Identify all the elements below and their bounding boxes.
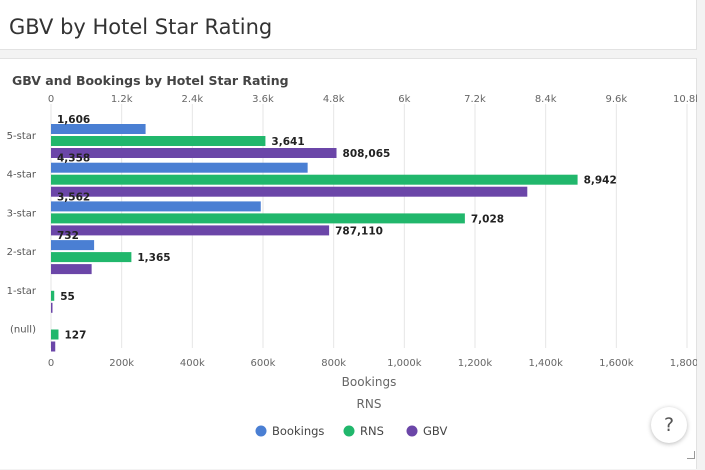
legend-marker <box>406 425 418 437</box>
bar-gbv <box>51 148 337 158</box>
category-label: 1-star <box>7 286 37 297</box>
header-card: GBV by Hotel Star Rating <box>0 0 697 50</box>
bar-bookings <box>51 201 261 212</box>
category-label: 2-star <box>7 247 37 258</box>
bar-rns <box>51 136 266 146</box>
resize-handle-icon[interactable] <box>687 451 695 459</box>
axis-title: RNS <box>357 397 382 411</box>
bar-gbv <box>51 341 56 352</box>
legend-label: GBV <box>423 424 447 438</box>
bar-gbv <box>51 302 53 313</box>
bottom-axis-tick-label: 1,200k <box>458 358 493 369</box>
data-label: 1,606 <box>57 114 90 126</box>
bottom-axis-tick-label: 0 <box>48 358 54 369</box>
category-label: 5-star <box>7 131 37 142</box>
bar-bookings <box>51 240 95 251</box>
data-label: 8,942 <box>584 175 617 187</box>
data-label: 4,358 <box>57 153 90 165</box>
data-label: 55 <box>60 291 75 303</box>
bottom-axis-tick-label: 600k <box>251 358 276 369</box>
top-axis-tick-label: 6k <box>398 94 410 105</box>
help-label: ? <box>663 414 675 436</box>
top-axis-tick-label: 10.8k <box>673 94 697 105</box>
legend-label: Bookings <box>272 424 324 438</box>
bar-gbv <box>51 264 92 275</box>
category-label: 4-star <box>7 170 37 181</box>
bottom-axis-tick-label: 800k <box>321 358 346 369</box>
data-label: 787,110 <box>335 225 383 237</box>
data-label: 3,641 <box>271 136 304 148</box>
top-axis-tick-label: 1.2k <box>111 94 133 105</box>
data-label: 127 <box>64 330 86 342</box>
bar-chart: GBV and Bookings by Hotel Star Rating 0 1.… <box>7 73 697 438</box>
bar-rns <box>51 213 465 224</box>
bar-rns <box>51 290 55 301</box>
bottom-axis-tick-label: 1,400k <box>528 358 563 369</box>
bottom-axis-tick-label: 400k <box>180 358 205 369</box>
top-axis-tick-label: 4.8k <box>323 94 345 105</box>
bottom-axis-tick-label: 1,600k <box>599 358 634 369</box>
bar-gbv <box>51 186 528 197</box>
bottom-axis-tick-label: 200k <box>109 358 134 369</box>
data-label: 7,028 <box>471 213 504 225</box>
data-label: 808,065 <box>343 148 391 160</box>
bar-gbv <box>51 225 330 236</box>
bar-bookings <box>51 162 308 173</box>
data-label: 1,365 <box>137 252 170 264</box>
bar-bookings <box>51 124 146 134</box>
legend-marker <box>255 425 267 437</box>
data-label: 3,562 <box>57 191 90 203</box>
data-label: 732 <box>57 230 79 242</box>
top-axis-tick-label: 2.4k <box>181 94 203 105</box>
category-label: 3-star <box>7 208 37 219</box>
help-button[interactable]: ? <box>651 407 687 443</box>
bar-rns <box>51 252 132 263</box>
chart-card: GBV and Bookings by Hotel Star Rating 0 1.… <box>0 58 697 469</box>
top-axis-tick-label: 0 <box>48 94 54 105</box>
bottom-axis-tick-label: 1,800k <box>670 358 697 369</box>
legend-label: RNS <box>360 424 384 438</box>
legend-marker <box>343 425 355 437</box>
top-axis-tick-label: 9.6k <box>605 94 627 105</box>
bar-rns <box>51 174 578 185</box>
top-axis-tick-label: 8.4k <box>535 94 557 105</box>
chart-title: GBV and Bookings by Hotel Star Rating <box>12 73 289 88</box>
top-axis-tick-label: 3.6k <box>252 94 274 105</box>
axis-title: Bookings <box>342 375 397 389</box>
bottom-axis-tick-label: 1,000k <box>387 358 422 369</box>
page-title: GBV by Hotel Star Rating <box>9 15 273 39</box>
top-axis-tick-label: 7.2k <box>464 94 486 105</box>
bar-rns <box>51 329 59 340</box>
category-label: (null) <box>10 325 36 336</box>
